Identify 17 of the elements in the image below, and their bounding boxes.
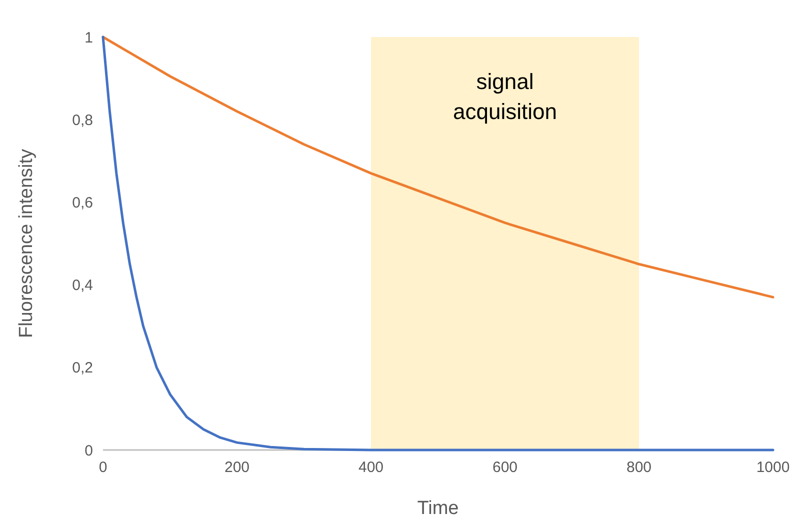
y-tick-label: 0,2: [72, 360, 93, 377]
x-tick-label: 600: [492, 459, 518, 476]
line-series: [102, 36, 774, 452]
x-tick-label: 200: [224, 459, 250, 476]
y-tick-label: 1: [84, 29, 93, 46]
y-tick-label: 0,4: [72, 277, 93, 294]
y-tick-label: 0: [84, 442, 93, 460]
x-tick-label: 400: [358, 459, 384, 476]
y-tick-label: 0,6: [72, 194, 93, 212]
x-tick-label: 0: [98, 459, 108, 476]
band-label: signal acquisition: [453, 69, 557, 124]
x-tick-label: 1000: [756, 459, 790, 476]
x-axis-title: Time: [417, 498, 459, 519]
line-series: [102, 36, 774, 298]
y-tick-label: 0,8: [72, 112, 93, 129]
y-axis-title: Fluorescence intensity: [16, 148, 37, 338]
x-tick-label: 800: [626, 459, 652, 476]
